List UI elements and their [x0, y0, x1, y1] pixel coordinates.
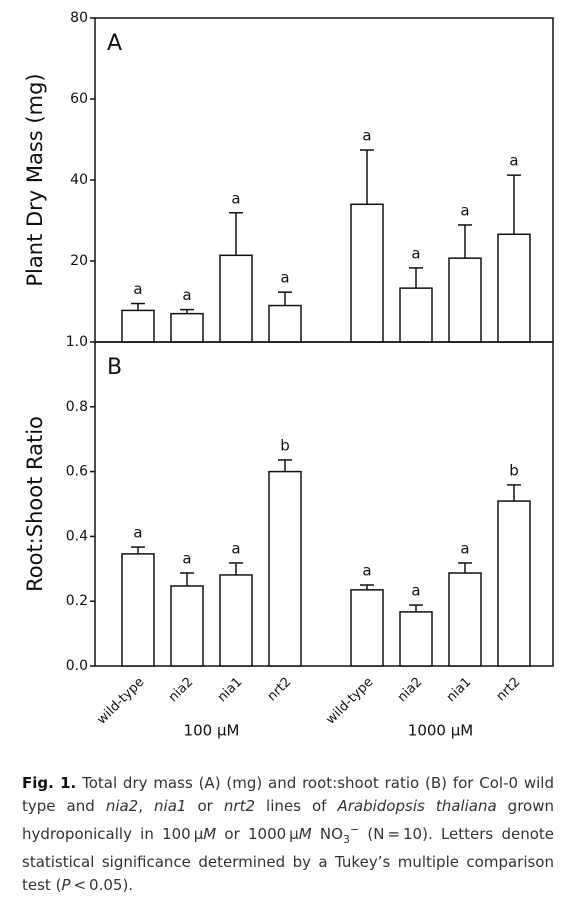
bar [497, 500, 531, 667]
bar [399, 287, 433, 343]
y-tick-label: 80 [70, 10, 88, 26]
caption: Fig. 1. Total dry mass (A) (mg) and root… [22, 772, 554, 897]
y-axis-label: Plant Dry Mass (mg) [23, 73, 47, 286]
bar [350, 589, 384, 667]
caption-text: or 1000 μ [216, 825, 299, 843]
caption-text: M [203, 825, 217, 843]
significance-letter: a [460, 539, 469, 557]
significance-letter: a [182, 550, 191, 568]
y-tick-label: 0.8 [66, 399, 88, 415]
caption-text: or [186, 797, 224, 815]
bar [399, 611, 433, 667]
bar [121, 553, 155, 667]
caption-text: (N = 10). Letters denote statistical sig… [22, 825, 555, 894]
caption-text: nia1 [154, 797, 187, 815]
significance-letter: a [231, 539, 240, 557]
bar [350, 203, 384, 343]
y-tick-label: 0.0 [66, 658, 88, 674]
bar [219, 574, 253, 667]
y-tick-label: 20 [70, 253, 88, 269]
significance-letter: a [460, 201, 469, 219]
bar [448, 572, 482, 667]
bar [170, 585, 204, 667]
significance-letter: a [509, 152, 518, 170]
caption-text: 3 [342, 833, 350, 846]
x-tick-label: nia2 [166, 675, 196, 705]
caption-text: Arabidopsis thaliana [337, 797, 497, 815]
caption-text: grown hydroponically in 100 μ [22, 797, 554, 843]
caption-label: Fig. 1. [22, 774, 77, 792]
significance-letter: b [280, 436, 290, 454]
x-tick-label: nia1 [444, 675, 474, 705]
y-tick-label: 40 [70, 172, 88, 188]
significance-letter: a [182, 286, 191, 304]
x-tick-label: nrt2 [494, 675, 524, 705]
significance-letter: a [133, 280, 142, 298]
caption-text: Total dry mass (A) (mg) and root:shoot r… [22, 774, 555, 815]
significance-letter: a [411, 582, 420, 600]
panel-label: A [107, 31, 122, 56]
bar [448, 257, 482, 343]
caption-text: M [298, 825, 312, 843]
x-tick-label: nrt2 [265, 675, 295, 705]
y-tick-label: 0.4 [66, 528, 88, 544]
significance-letter: b [509, 461, 519, 479]
group-label: 100 μM [184, 722, 240, 740]
x-tick-label: wild-type [323, 675, 376, 728]
bar [170, 312, 204, 343]
caption-text: nrt2 [223, 797, 255, 815]
significance-letter: a [280, 269, 289, 287]
significance-letter: a [231, 189, 240, 207]
y-tick-label: 0.6 [66, 464, 88, 480]
y-tick-label: 1.0 [66, 334, 88, 350]
caption-text: − [349, 823, 360, 836]
x-tick-label: nia1 [215, 675, 245, 705]
chart: A Plant Dry Mass (mg) 20 40 60 80 a a a a a a a a B Roo… [23, 10, 554, 740]
significance-letter: a [362, 127, 371, 145]
significance-letter: a [411, 244, 420, 262]
caption-text: lines of [255, 797, 338, 815]
y-axis-label: Root:Shoot Ratio [23, 416, 47, 592]
bar [268, 470, 302, 667]
caption-text: nia2 [105, 797, 139, 815]
plot-frame [94, 17, 554, 343]
group-label: 1000 μM [408, 722, 473, 740]
x-tick-label: wild-type [94, 675, 147, 728]
significance-letter: a [362, 562, 371, 580]
y-tick-label: 60 [70, 91, 88, 107]
bar [497, 233, 531, 343]
bar [268, 304, 302, 343]
caption-text: P [61, 876, 71, 894]
panel-label: B [107, 355, 122, 380]
caption-text: < 0.05). [70, 876, 134, 894]
significance-letter: a [133, 524, 142, 542]
caption-text: NO [311, 825, 343, 843]
y-tick-label: 0.2 [66, 593, 88, 609]
bar [219, 254, 253, 343]
plot-frame [94, 341, 554, 667]
bar [121, 309, 155, 343]
caption-text: , [138, 797, 155, 815]
x-tick-label: nia2 [395, 675, 425, 705]
